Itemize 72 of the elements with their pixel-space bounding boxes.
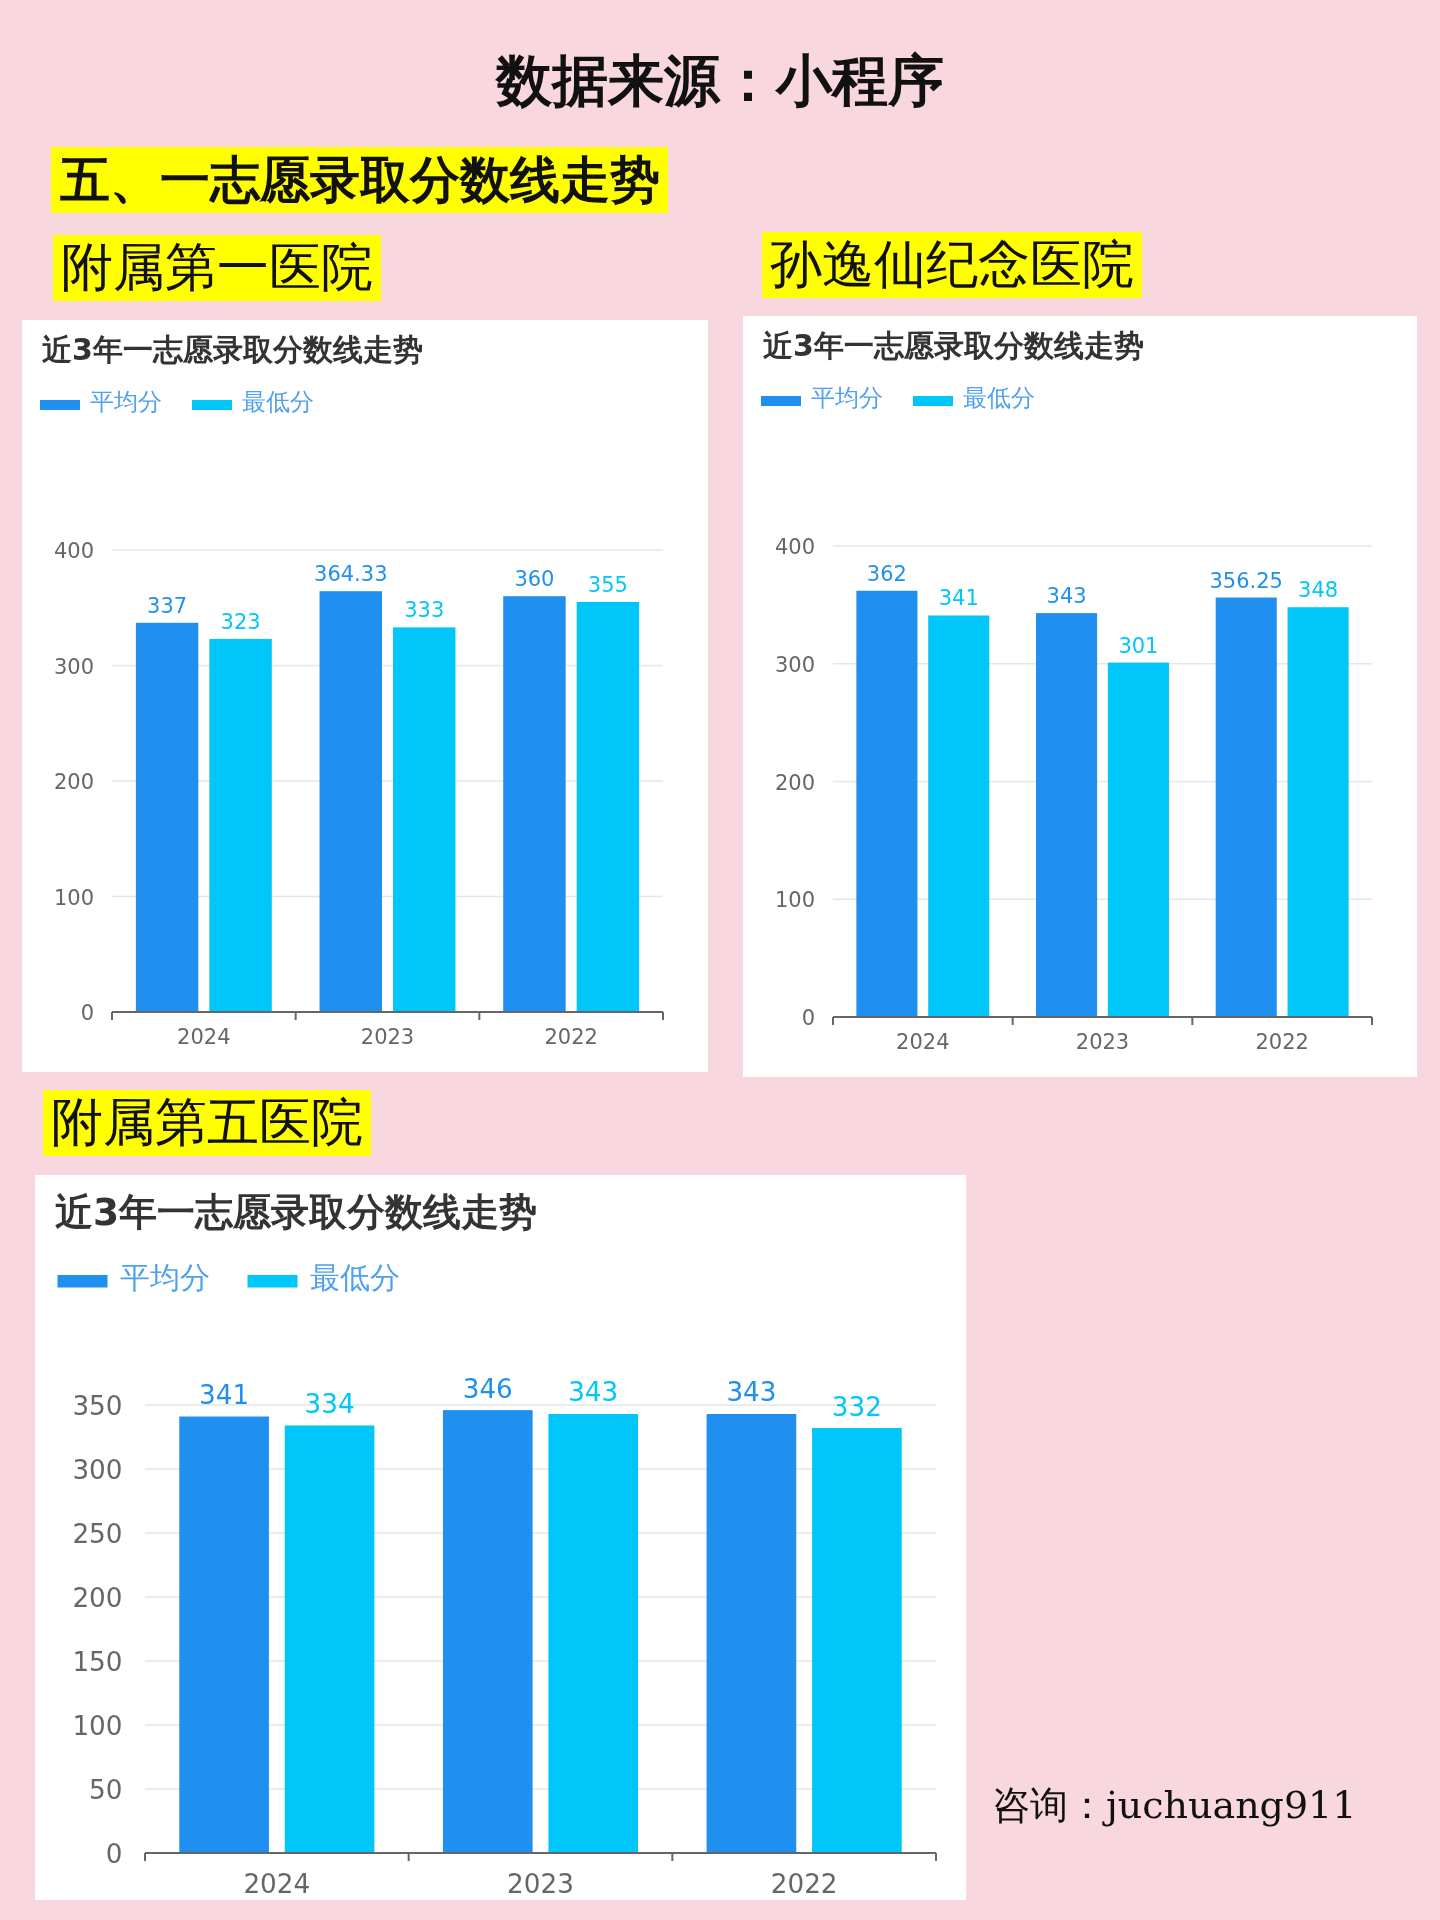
- y-tick-label: 50: [89, 1775, 123, 1805]
- bar: [1215, 597, 1277, 1017]
- chart-title: 近3年一志愿录取分数线走势: [42, 332, 423, 367]
- y-tick-label: 200: [774, 770, 815, 795]
- bar: [928, 615, 990, 1017]
- y-tick-label: 100: [72, 1711, 123, 1741]
- bar: [1107, 662, 1169, 1017]
- y-tick-label: 400: [53, 539, 94, 563]
- data-label: 360: [514, 567, 555, 592]
- data-label: 343: [568, 1377, 619, 1408]
- y-tick-label: 200: [53, 770, 94, 794]
- chart-subtitle: 附属第五医院: [51, 1092, 363, 1152]
- x-tick-label: 2022: [1255, 1030, 1309, 1054]
- bar: [393, 627, 456, 1012]
- legend-label: 最低分: [310, 1259, 400, 1295]
- y-tick-label: 300: [53, 654, 94, 679]
- data-label: 301: [1118, 633, 1159, 658]
- x-tick-label: 2024: [177, 1025, 231, 1049]
- data-label: 356.25: [1209, 568, 1283, 593]
- bar: [503, 596, 566, 1012]
- text: 五、一志愿录取分数线走势: [59, 151, 660, 209]
- x-tick-label: 2024: [896, 1030, 950, 1054]
- y-tick-label: 250: [72, 1519, 123, 1549]
- chart-subtitle: 孙逸仙纪念医院: [770, 234, 1134, 294]
- legend-label: 最低分: [242, 388, 314, 416]
- data-label: 343: [726, 1377, 777, 1408]
- source-note: 数据来源：小程序: [494, 48, 944, 113]
- data-label: 343: [1046, 584, 1087, 609]
- y-tick-label: 100: [53, 885, 94, 910]
- bar: [135, 622, 199, 1012]
- data-label: 341: [199, 1380, 250, 1411]
- data-label: 337: [147, 593, 188, 618]
- y-tick-label: 150: [72, 1647, 123, 1677]
- bar: [856, 590, 918, 1017]
- legend-label: 平均分: [811, 384, 883, 412]
- y-tick-label: 100: [774, 888, 815, 913]
- text: 咨询：juchuang911: [992, 1783, 1357, 1827]
- x-tick-label: 2022: [770, 1869, 838, 1899]
- x-tick-label: 2022: [544, 1025, 598, 1049]
- y-tick-label: 300: [72, 1455, 123, 1485]
- y-tick-label: 0: [105, 1839, 123, 1869]
- data-label: 362: [866, 561, 907, 586]
- bar: [1036, 613, 1098, 1017]
- bar: [1287, 607, 1349, 1017]
- data-label: 346: [462, 1373, 513, 1404]
- x-tick-label: 2023: [360, 1025, 415, 1049]
- data-label: 341: [938, 586, 979, 611]
- bar: [209, 638, 272, 1012]
- x-tick-label: 2024: [243, 1869, 311, 1899]
- data-label: 332: [831, 1391, 882, 1422]
- y-tick-label: 200: [72, 1583, 123, 1613]
- x-tick-label: 2023: [507, 1869, 574, 1899]
- y-tick-label: 0: [801, 1006, 815, 1030]
- legend-label: 平均分: [120, 1259, 210, 1295]
- data-label: 333: [404, 598, 445, 623]
- y-tick-label: 300: [774, 652, 815, 677]
- bar: [319, 591, 382, 1012]
- chart-title: 近3年一志愿录取分数线走势: [55, 1190, 538, 1234]
- data-label: 348: [1298, 578, 1339, 603]
- y-tick-label: 400: [774, 535, 815, 559]
- y-tick-label: 350: [72, 1391, 123, 1421]
- data-label: 323: [220, 609, 261, 634]
- data-label: 355: [587, 572, 628, 597]
- legend-label: 最低分: [963, 384, 1035, 412]
- legend-label: 平均分: [90, 388, 162, 416]
- data-label: 364.33: [314, 562, 388, 587]
- y-tick-label: 0: [80, 1001, 94, 1025]
- x-tick-label: 2023: [1075, 1030, 1130, 1054]
- chart-title: 近3年一志愿录取分数线走势: [763, 328, 1144, 363]
- bar: [576, 601, 640, 1012]
- chart-subtitle: 附属第一医院: [61, 237, 373, 297]
- data-label: 334: [304, 1388, 355, 1419]
